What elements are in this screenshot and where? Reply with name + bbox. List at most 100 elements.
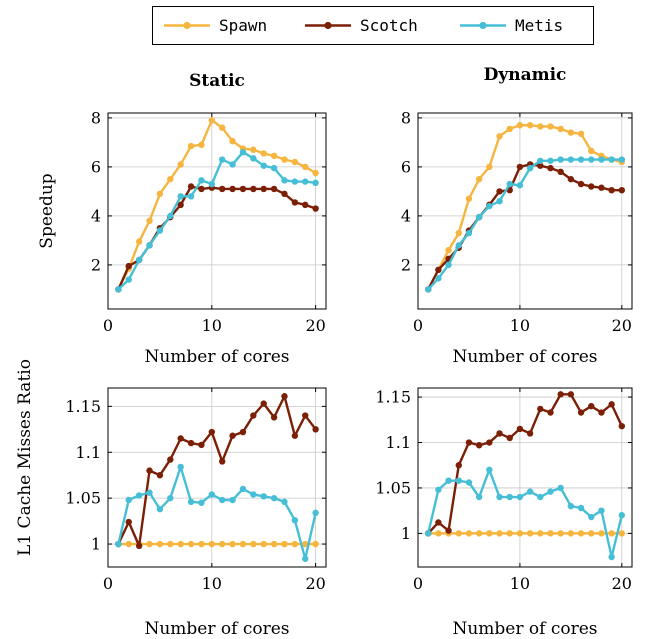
data-point	[187, 142, 195, 150]
series-scotch	[424, 161, 626, 293]
data-point	[270, 152, 278, 160]
data-point	[557, 484, 564, 492]
data-point	[496, 188, 503, 195]
data-point	[567, 391, 575, 398]
y-tick-label: 1.15	[375, 388, 411, 407]
data-point	[588, 513, 595, 521]
data-point	[281, 156, 288, 163]
data-point	[208, 540, 216, 548]
data-point	[496, 133, 503, 140]
legend-entry-scotch: Scotch	[305, 16, 418, 35]
data-point	[506, 180, 513, 188]
data-point	[270, 414, 278, 421]
legend-label: Metis	[515, 16, 563, 35]
series-spawn	[115, 540, 319, 548]
legend-box	[152, 6, 594, 45]
x-tick-label: 20	[612, 574, 632, 593]
data-point	[156, 190, 164, 198]
plot-frame	[107, 387, 327, 568]
data-point	[218, 458, 226, 465]
data-point	[187, 498, 195, 506]
data-point	[557, 125, 564, 133]
data-point	[177, 161, 184, 168]
data-point	[567, 156, 575, 163]
plot-frame	[107, 112, 327, 310]
data-point	[537, 123, 544, 130]
data-point	[260, 185, 267, 193]
data-point	[156, 505, 164, 513]
data-point	[496, 530, 503, 537]
data-point	[598, 530, 605, 537]
data-point	[445, 527, 452, 534]
data-point	[187, 439, 195, 447]
data-point	[465, 530, 473, 537]
data-point	[115, 540, 122, 548]
data-point	[270, 494, 278, 502]
data-point	[435, 519, 442, 526]
series-line	[117, 185, 317, 290]
data-point	[312, 179, 319, 187]
data-point	[435, 275, 442, 282]
panel-title: Static	[189, 71, 245, 91]
data-point	[239, 540, 247, 548]
y-tick-label: 2	[91, 255, 101, 274]
data-point	[260, 162, 267, 169]
data-point	[302, 540, 309, 548]
data-point	[618, 530, 626, 537]
data-point	[250, 412, 257, 419]
x-tick-label: 20	[612, 316, 632, 335]
data-point	[598, 507, 605, 514]
x-axis-label: Number of cores	[144, 347, 289, 367]
data-point	[506, 434, 513, 442]
data-point	[250, 540, 257, 548]
data-point	[608, 401, 615, 408]
data-point	[270, 185, 278, 193]
y-tick-label: 1.05	[65, 489, 101, 508]
data-point	[567, 530, 575, 537]
data-point	[435, 266, 442, 273]
data-point	[187, 183, 195, 190]
chart-panel-1: 0 10 20 2 4 6 8 Static Number of cores Speedup	[37, 71, 327, 367]
data-point	[526, 164, 534, 172]
data-point	[135, 238, 143, 245]
data-point	[486, 466, 493, 473]
data-point	[208, 117, 216, 124]
data-point	[608, 186, 615, 194]
x-tick-label: 0	[413, 574, 423, 593]
data-point	[281, 540, 288, 548]
data-point	[312, 540, 319, 548]
data-point	[557, 156, 564, 163]
data-point	[516, 163, 524, 171]
data-point	[291, 432, 299, 439]
data-point	[588, 147, 595, 155]
data-point	[435, 486, 442, 493]
data-point	[302, 178, 309, 185]
data-point	[445, 247, 452, 254]
panel-title: Dynamic	[484, 65, 567, 85]
data-point	[506, 530, 513, 537]
data-point	[465, 479, 473, 486]
data-point	[239, 185, 247, 193]
data-point	[567, 502, 575, 510]
data-point	[435, 530, 442, 537]
data-point	[291, 178, 299, 185]
data-point	[537, 162, 544, 169]
series-line	[427, 124, 623, 290]
data-point	[516, 425, 524, 433]
data-point	[208, 428, 216, 436]
x-tick-label: 0	[103, 574, 113, 593]
data-point	[291, 199, 299, 206]
data-point	[312, 426, 319, 433]
data-point	[445, 261, 452, 269]
data-point	[516, 122, 524, 129]
legend-marker	[183, 21, 191, 30]
data-point	[577, 530, 585, 537]
series-scotch	[115, 393, 319, 550]
data-point	[229, 540, 236, 548]
data-point	[125, 276, 132, 283]
data-point	[239, 149, 247, 156]
plot-frame	[417, 387, 633, 568]
data-point	[239, 485, 247, 493]
data-point	[567, 175, 575, 183]
